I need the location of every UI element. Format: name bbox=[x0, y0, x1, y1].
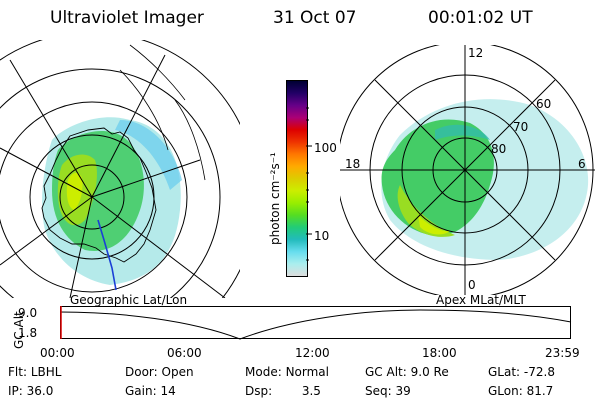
timeline-frame bbox=[60, 306, 571, 339]
info-glon: GLon: 81.7 bbox=[488, 384, 553, 398]
info-dsp: Dsp: 3.5 bbox=[245, 384, 321, 398]
date-text: 31 Oct 07 bbox=[273, 8, 357, 28]
info-gain: Gain: 14 bbox=[125, 384, 176, 398]
info-glat: GLat: -72.8 bbox=[488, 365, 555, 379]
timeline-ytick-max: 9.0 bbox=[18, 306, 38, 320]
left-panel-label: Geographic Lat/Lon bbox=[70, 293, 188, 307]
lat-circle-1 bbox=[59, 164, 125, 230]
info-door: Door: Open bbox=[125, 365, 194, 379]
door-value: Open bbox=[161, 365, 194, 379]
glon-value: 81.7 bbox=[526, 384, 554, 398]
gain-label: Gain: bbox=[125, 384, 157, 398]
mlat-label-80: 80 bbox=[491, 142, 507, 156]
ip-value: 36.0 bbox=[26, 384, 54, 398]
coastline bbox=[41, 127, 157, 263]
timeline-plot bbox=[60, 306, 572, 340]
glon-label: GLon: bbox=[488, 384, 523, 398]
right-panel-label: Apex MLat/MLT bbox=[436, 293, 526, 307]
info-flt: Flt: LBHL bbox=[8, 365, 61, 379]
polar-emission-peak bbox=[418, 215, 450, 235]
info-gcalt: GC Alt: 9.0 Re bbox=[365, 365, 449, 379]
gcalt-value: 9.0 Re bbox=[410, 365, 449, 379]
meridian-5 bbox=[91, 159, 201, 198]
colorbar-label-100: 100 bbox=[314, 141, 337, 155]
timeline-xtick-0600: 06:00 bbox=[167, 346, 202, 360]
colorbar-unit-label: photon cm⁻²s⁻¹ bbox=[268, 152, 282, 245]
info-seq: Seq: 39 bbox=[365, 384, 411, 398]
colorbar-label-10: 10 bbox=[314, 229, 330, 243]
orbit-altitude-curve bbox=[60, 309, 572, 340]
app-title: Ultraviolet Imager bbox=[50, 8, 204, 28]
gcalt-label: GC Alt: bbox=[365, 365, 407, 379]
door-label: Door: bbox=[125, 365, 158, 379]
gain-value: 14 bbox=[160, 384, 176, 398]
seq-label: Seq: bbox=[365, 384, 392, 398]
flt-value: LBHL bbox=[30, 365, 62, 379]
mlt-label-12: 12 bbox=[468, 46, 484, 60]
mlat-label-60: 60 bbox=[536, 97, 552, 111]
colorbar-axis bbox=[306, 107, 312, 261]
emission-arc bbox=[115, 120, 182, 190]
mode-value: Normal bbox=[285, 365, 329, 379]
glat-value: -72.8 bbox=[523, 365, 555, 379]
mlat-label-70: 70 bbox=[513, 120, 529, 134]
timeline-xtick-0000: 00:00 bbox=[40, 346, 75, 360]
colorbar bbox=[286, 80, 308, 277]
info-mode: Mode: Normal bbox=[245, 365, 329, 379]
ip-label: IP: bbox=[8, 384, 23, 398]
time-text: 00:01:02 UT bbox=[428, 8, 533, 28]
meridian-6 bbox=[91, 54, 166, 198]
timeline-xtick-2359: 23:59 bbox=[545, 346, 580, 360]
meridian-3 bbox=[0, 196, 93, 266]
seq-value: 39 bbox=[395, 384, 411, 398]
lat-circle-3 bbox=[0, 101, 188, 293]
emission-peak bbox=[66, 172, 83, 210]
glat-label: GLat: bbox=[488, 365, 521, 379]
dsp-value: 3.5 bbox=[301, 384, 321, 398]
meridian-4 bbox=[69, 196, 93, 298]
mode-label: Mode: bbox=[245, 365, 282, 379]
mlt-label-6: 6 bbox=[578, 157, 586, 171]
flt-label: Flt: bbox=[8, 365, 27, 379]
limb-lines bbox=[119, 44, 206, 181]
meridian-1 bbox=[9, 59, 93, 198]
mlt-label-18: 18 bbox=[345, 157, 361, 171]
meridian-2 bbox=[0, 147, 93, 198]
timeline-ytick-min: 1.8 bbox=[18, 326, 38, 340]
polar-emission-arc bbox=[397, 185, 455, 237]
dsp-label: Dsp: bbox=[245, 384, 273, 398]
timeline-xtick-1200: 12:00 bbox=[295, 346, 330, 360]
timeline-xtick-1800: 18:00 bbox=[422, 346, 457, 360]
polar-plot bbox=[340, 45, 595, 295]
info-ip: IP: 36.0 bbox=[8, 384, 53, 398]
terminator-line bbox=[97, 219, 117, 291]
lat-circle-4 bbox=[0, 68, 221, 298]
meridian-7 bbox=[91, 196, 226, 298]
mlt-label-0: 0 bbox=[468, 278, 476, 292]
mlt-line-diag-2 bbox=[374, 79, 556, 261]
geographic-image bbox=[0, 40, 240, 298]
